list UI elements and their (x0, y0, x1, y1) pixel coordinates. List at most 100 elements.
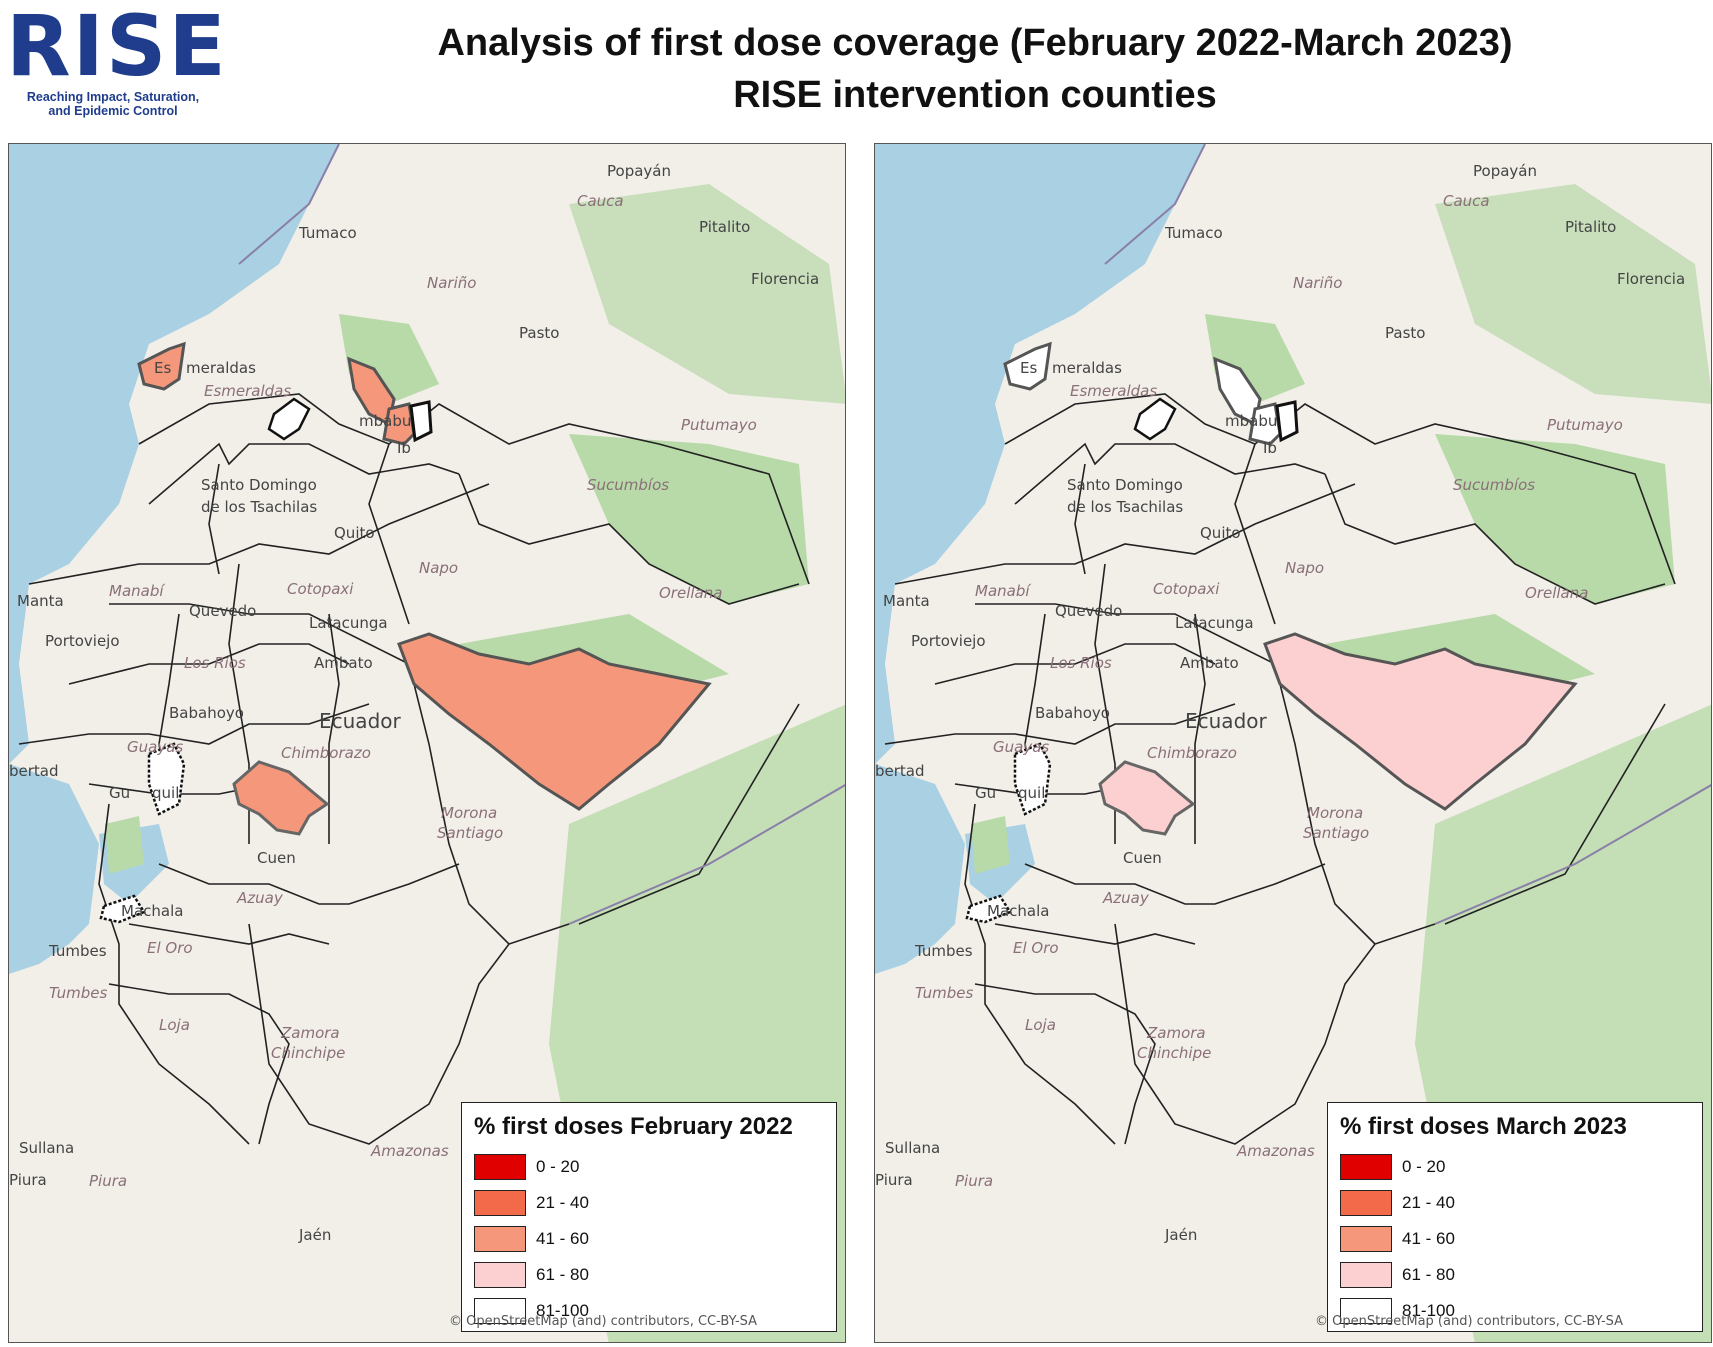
rise-logo: RISE Reaching Impact, Saturation, and Ep… (4, 0, 228, 120)
city-label: Manta (883, 592, 930, 610)
city-label: Ambato (314, 654, 373, 672)
province-boundary (1444, 703, 1666, 925)
forest-area (1435, 434, 1675, 604)
county-cuenca (232, 760, 330, 836)
page-subtitle: RISE intervention counties (733, 74, 1217, 116)
puna-island (971, 816, 1010, 874)
province-label: Zamora (1146, 1024, 1206, 1042)
place-label: Es (154, 359, 171, 377)
province-boundary (1324, 473, 1666, 605)
province-label: Amazonas (370, 1142, 449, 1160)
province-label: Tumbes (49, 984, 108, 1002)
map-march-2023[interactable]: Popayán Pitalito Florencia Tumaco Pasto Quito… (874, 143, 1712, 1343)
province-boundary (248, 923, 570, 1145)
city-label: Sullana (885, 1139, 940, 1157)
province-label: Esmeraldas (1070, 382, 1157, 400)
county-north (1133, 397, 1177, 441)
place-label: mbabu (1225, 412, 1277, 430)
province-label: Chinchipe (271, 1044, 345, 1062)
city-label: Pitalito (1565, 218, 1616, 236)
city-label: Florencia (751, 270, 819, 288)
province-label: Napo (1285, 559, 1324, 577)
logo-tagline-2: and Epidemic Control (48, 104, 178, 118)
city-label: Quito (334, 524, 375, 542)
legend-item: 61 - 80 (1340, 1257, 1694, 1293)
province-boundary (1194, 613, 1206, 844)
province-boundary (994, 923, 1196, 945)
province-label: Cauca (1443, 192, 1490, 210)
national-border (238, 144, 845, 925)
province-label: Santiago (437, 824, 503, 842)
ocean (9, 144, 339, 764)
legend: % first doses March 2023 0 - 20 21 - 40 41… (1327, 1102, 1703, 1332)
forest-area (1435, 184, 1711, 404)
province-boundary (109, 603, 410, 665)
county-cuenca (1098, 760, 1196, 836)
legend-label: 21 - 40 (536, 1193, 589, 1212)
county-machala (965, 894, 1012, 924)
province-boundary (1114, 923, 1436, 1145)
legend-item: 21 - 40 (474, 1185, 828, 1221)
legend-item: 81-100 (474, 1293, 828, 1329)
province-label: Orellana (1525, 584, 1588, 602)
place-label: Ecuador (1185, 709, 1267, 733)
city-label: Popayán (607, 162, 671, 180)
city-label: Tumbes (914, 942, 973, 960)
place-label: mbabu (359, 412, 411, 430)
city-label: Ib (1263, 439, 1277, 457)
province-boundary (68, 643, 350, 685)
province-boundary (894, 483, 1356, 585)
province-boundary (934, 643, 1216, 685)
place-label: Gu (109, 784, 130, 802)
province-label: Putumayo (1547, 416, 1623, 434)
city-label: Latacunga (1175, 614, 1254, 632)
legend-swatch (1340, 1154, 1392, 1180)
logo-word: RISE (6, 0, 228, 95)
map-february-2022[interactable]: Popayán Pitalito Florencia Tumaco Pasto Quito… (8, 143, 846, 1343)
province-boundary (884, 703, 1236, 745)
city-label: Pasto (519, 324, 559, 342)
legend-title: % first doses February 2022 (474, 1113, 793, 1140)
legend-label: 21 - 40 (1402, 1193, 1455, 1212)
province-label: El Oro (1013, 939, 1059, 957)
puna-island (105, 816, 144, 874)
province-label: Azuay (1102, 889, 1150, 907)
legend-swatch (474, 1226, 526, 1252)
province-label: El Oro (147, 939, 193, 957)
province-label: Cauca (577, 192, 624, 210)
legend-label: 61 - 80 (1402, 1265, 1455, 1284)
legend-item: 0 - 20 (1340, 1149, 1694, 1185)
province-boundary (368, 443, 410, 625)
province-label: Morona (441, 804, 497, 822)
legend-swatch (474, 1262, 526, 1288)
county-ibarra (382, 402, 416, 446)
province-boundary (408, 663, 510, 945)
province-label: Zamora (280, 1024, 340, 1042)
province-boundary (1004, 393, 1676, 585)
county-guayaquil (1013, 742, 1052, 816)
province-label: Los Ríos (184, 654, 246, 672)
legend: % first doses February 2022 0 - 20 21 - 4… (461, 1102, 837, 1332)
page-title: Analysis of first dose coverage (Februar… (437, 22, 1513, 64)
ocean (9, 764, 99, 974)
legend-label: 41 - 60 (536, 1229, 589, 1248)
city-label: Quevedo (1055, 602, 1122, 620)
city-label: Babahoyo (169, 704, 244, 722)
province-label: Orellana (659, 584, 722, 602)
province-boundary (975, 603, 1276, 665)
county-machala (99, 894, 146, 924)
province-boundary (964, 803, 1116, 1145)
legend-title: % first doses March 2023 (1340, 1113, 1627, 1140)
city-label: Piura (9, 1171, 47, 1189)
city-label: Quevedo (189, 602, 256, 620)
legend-swatch (1340, 1298, 1392, 1324)
province-boundary (1074, 463, 1086, 575)
place-label: Ecuador (319, 709, 401, 733)
map-attribution: © OpenStreetMap (and) contributors, CC-B… (449, 1314, 758, 1329)
province-label: Manabí (109, 582, 165, 600)
city-label: Jaén (298, 1226, 331, 1244)
ocean (875, 764, 965, 974)
province-label: Piura (89, 1172, 127, 1190)
city-label: Florencia (1617, 270, 1685, 288)
city-label: Manta (17, 592, 64, 610)
